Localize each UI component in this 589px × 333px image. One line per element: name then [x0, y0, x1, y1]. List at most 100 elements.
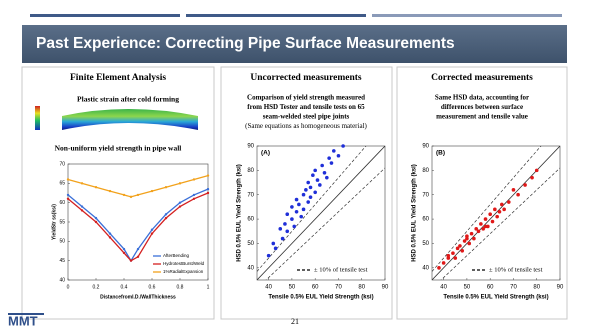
- point: [330, 161, 334, 165]
- chart-title: measurement and tensile value: [436, 113, 528, 121]
- y-tick-label: 70: [422, 192, 429, 198]
- point: [295, 210, 299, 214]
- point: [477, 229, 481, 233]
- point: [318, 183, 322, 187]
- x-tick-label: 1: [207, 284, 210, 290]
- point: [165, 213, 167, 215]
- point: [498, 210, 502, 214]
- y-tick-label: 90: [247, 144, 254, 150]
- chart-title: seam-welded steel pipe joints: [263, 113, 350, 121]
- chart-title: (Same equations as homogeneous material): [245, 122, 367, 130]
- point: [151, 229, 153, 231]
- y-tick-label: 40: [59, 277, 65, 283]
- chart-title: Same HSD data, accounting for: [435, 94, 529, 102]
- panel-label: (B): [436, 150, 445, 157]
- x-axis-label: DistancefromI.D./WallThickness: [100, 294, 176, 300]
- point: [292, 225, 296, 229]
- legend-label: HydrotestBurst/Weld: [163, 261, 205, 266]
- point: [285, 212, 289, 216]
- x-tick-label: 70: [335, 285, 342, 291]
- point: [95, 186, 97, 188]
- point: [323, 171, 327, 175]
- x-tick-label: 40: [440, 285, 447, 291]
- panel-heading: Corrected measurements: [431, 73, 533, 83]
- page-number: 21: [291, 317, 299, 326]
- y-tick-label: 40: [247, 265, 254, 271]
- point: [451, 251, 455, 255]
- point: [337, 154, 341, 158]
- point: [281, 237, 285, 241]
- point: [313, 169, 317, 173]
- point: [193, 198, 195, 200]
- x-tick-label: 90: [382, 285, 389, 291]
- point: [151, 190, 153, 192]
- point: [467, 242, 471, 246]
- point: [290, 205, 294, 209]
- panel-label: (A): [261, 150, 270, 157]
- point: [479, 222, 483, 226]
- point: [67, 198, 69, 200]
- logo: MMT: [8, 313, 38, 328]
- point: [502, 208, 506, 212]
- slide-title: Past Experience: Correcting Pipe Surface…: [36, 35, 455, 52]
- y-tick-label: 65: [59, 181, 65, 187]
- point: [81, 182, 83, 184]
- x-tick-label: 0.2: [93, 284, 100, 290]
- y-tick-label: 50: [422, 241, 429, 247]
- point: [488, 212, 492, 216]
- chart-title: Comparison of yield strength measured: [247, 94, 365, 102]
- point: [320, 164, 324, 168]
- point: [274, 247, 278, 251]
- point: [137, 256, 139, 258]
- x-tick-label: 50: [464, 285, 471, 291]
- point: [442, 261, 446, 265]
- x-tick-label: 60: [312, 285, 319, 291]
- y-tick-label: 70: [59, 161, 65, 167]
- point: [327, 156, 331, 160]
- x-tick-label: 0.8: [177, 284, 184, 290]
- caption: Plastic strain after cold forming: [77, 95, 179, 104]
- point: [491, 220, 495, 224]
- point: [123, 248, 125, 250]
- point: [437, 266, 441, 270]
- point: [306, 200, 310, 204]
- legend-label: 1%RadialExpansion: [163, 269, 204, 274]
- point: [130, 196, 132, 198]
- logo-bar: [8, 313, 44, 315]
- point: [512, 188, 516, 192]
- y-tick-label: 70: [247, 192, 254, 198]
- point: [332, 149, 336, 153]
- legend-label: AfterBending: [163, 253, 190, 258]
- point: [472, 237, 476, 241]
- x-tick-label: 50: [289, 285, 296, 291]
- point: [67, 178, 69, 180]
- point: [507, 200, 511, 204]
- point: [299, 215, 303, 219]
- point: [179, 205, 181, 207]
- x-tick-label: 0.4: [121, 284, 128, 290]
- point: [109, 190, 111, 192]
- point: [460, 249, 464, 253]
- point: [95, 217, 97, 219]
- point: [302, 193, 306, 197]
- chart-title: Non-uniform yield strength in pipe wall: [55, 144, 182, 153]
- x-tick-label: 70: [510, 285, 517, 291]
- point: [179, 201, 181, 203]
- point: [207, 174, 209, 176]
- point: [530, 176, 534, 180]
- x-axis-label: Tensile 0.5% EUL Yield Strength (ksi): [443, 295, 548, 301]
- y-tick-label: 60: [59, 200, 65, 206]
- y-tick-label: 55: [59, 219, 65, 225]
- point: [123, 252, 125, 254]
- point: [484, 217, 488, 221]
- point: [297, 203, 301, 207]
- point: [81, 209, 83, 211]
- slide: Past Experience: Correcting Pipe Surface…: [0, 0, 589, 333]
- x-axis-label: Tensile 0.5% EUL Yield Strength (ksi): [268, 295, 373, 301]
- point: [67, 194, 69, 196]
- x-tick-label: 80: [533, 285, 540, 291]
- y-axis-label: HSD 0.5% EUL Yield Strength (ksi): [412, 164, 418, 262]
- x-tick-label: 0: [67, 284, 70, 290]
- deco-bar: [372, 14, 562, 17]
- point: [311, 173, 315, 177]
